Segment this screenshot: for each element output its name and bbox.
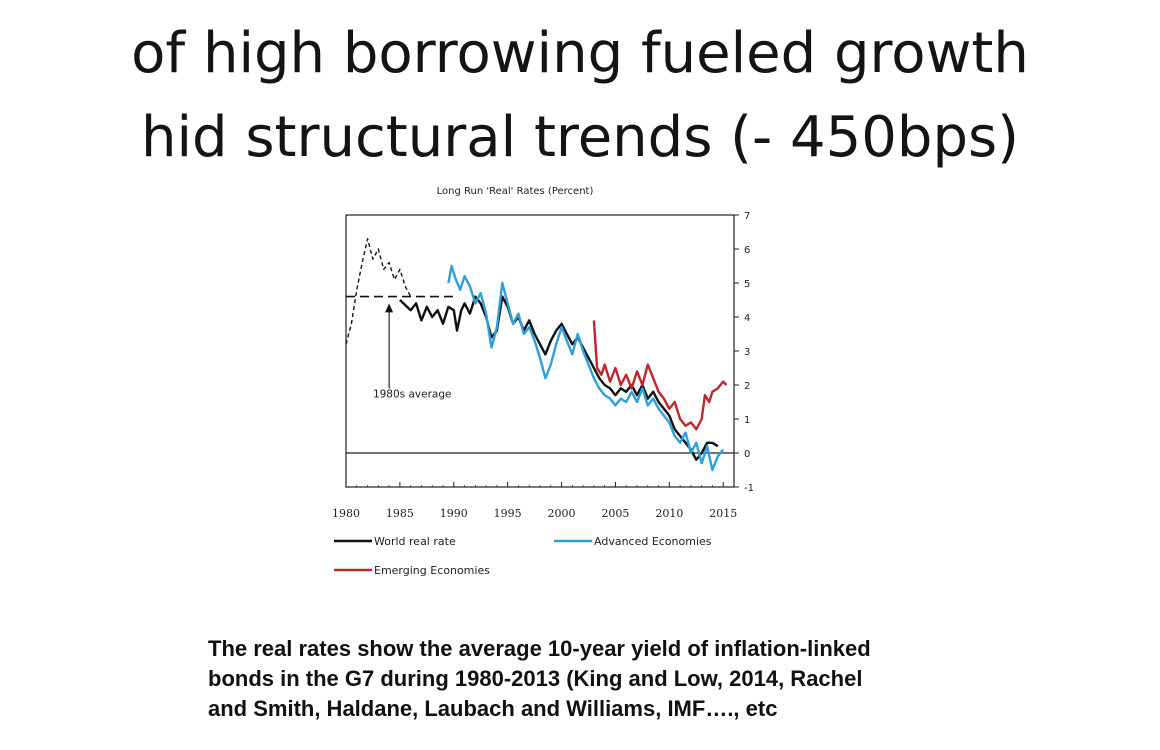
avg-arrow-head — [385, 303, 394, 313]
avg-annotation-label: 1980s average — [373, 389, 452, 401]
legend: World real rate Advanced Economies Emerg… — [334, 535, 712, 577]
slide-title-line-2: hid structural trends (- 450bps) — [140, 105, 1020, 170]
x-tick-label: 1990 — [440, 507, 468, 520]
legend-label-advanced: Advanced Economies — [594, 535, 712, 548]
y-tick-label: 3 — [744, 347, 750, 358]
x-tick-label: 2015 — [709, 507, 737, 520]
y-tick-label: 5 — [744, 279, 750, 290]
y-tick-label: -1 — [744, 483, 754, 494]
y-tick-label: 2 — [744, 381, 750, 392]
y-tick-label: 1 — [744, 415, 750, 426]
legend-label-emerging: Emerging Economies — [374, 564, 490, 577]
y-tick-label: 0 — [744, 449, 750, 460]
series-line-3 — [345, 238, 412, 345]
y-tick-label: 4 — [744, 313, 750, 324]
series-line-2 — [592, 320, 728, 431]
y-tick-label: 6 — [744, 245, 750, 256]
x-tick-label: 1985 — [386, 507, 414, 520]
chart-title: Long Run 'Real' Rates (Percent) — [437, 186, 594, 197]
series-line-1 — [447, 264, 725, 472]
caption: The real rates show the average 10-year … — [208, 634, 1148, 724]
legend-label-world: World real rate — [374, 535, 456, 548]
y-axis-tick-labels: 7 6 5 4 3 2 1 0 -1 — [744, 211, 754, 494]
series-line-0 — [399, 295, 719, 461]
caption-line-2: bonds in the G7 during 1980-2013 (King a… — [208, 666, 863, 691]
series-lines — [345, 238, 728, 472]
x-tick-label: 2000 — [548, 507, 576, 520]
slide-title-line-1: of high borrowing fueled growth — [131, 21, 1029, 86]
y-tick-label: 7 — [744, 211, 750, 222]
x-axis-tick-labels: 1980 1985 1990 1995 2000 2005 2010 2015 — [332, 507, 737, 520]
x-tick-label: 2010 — [655, 507, 683, 520]
real-rates-chart: Long Run 'Real' Rates (Percent) 7 6 5 4 3 2 1 0… — [332, 186, 754, 577]
caption-line-3: and Smith, Haldane, Laubach and Williams… — [208, 696, 778, 721]
x-tick-label: 1980 — [332, 507, 360, 520]
x-tick-label: 2005 — [601, 507, 629, 520]
x-tick-label: 1995 — [494, 507, 522, 520]
avg-annotation: 1980s average — [346, 295, 454, 401]
axis-ticks — [345, 214, 739, 488]
plot-frame — [345, 214, 735, 488]
caption-line-1: The real rates show the average 10-year … — [208, 636, 871, 661]
